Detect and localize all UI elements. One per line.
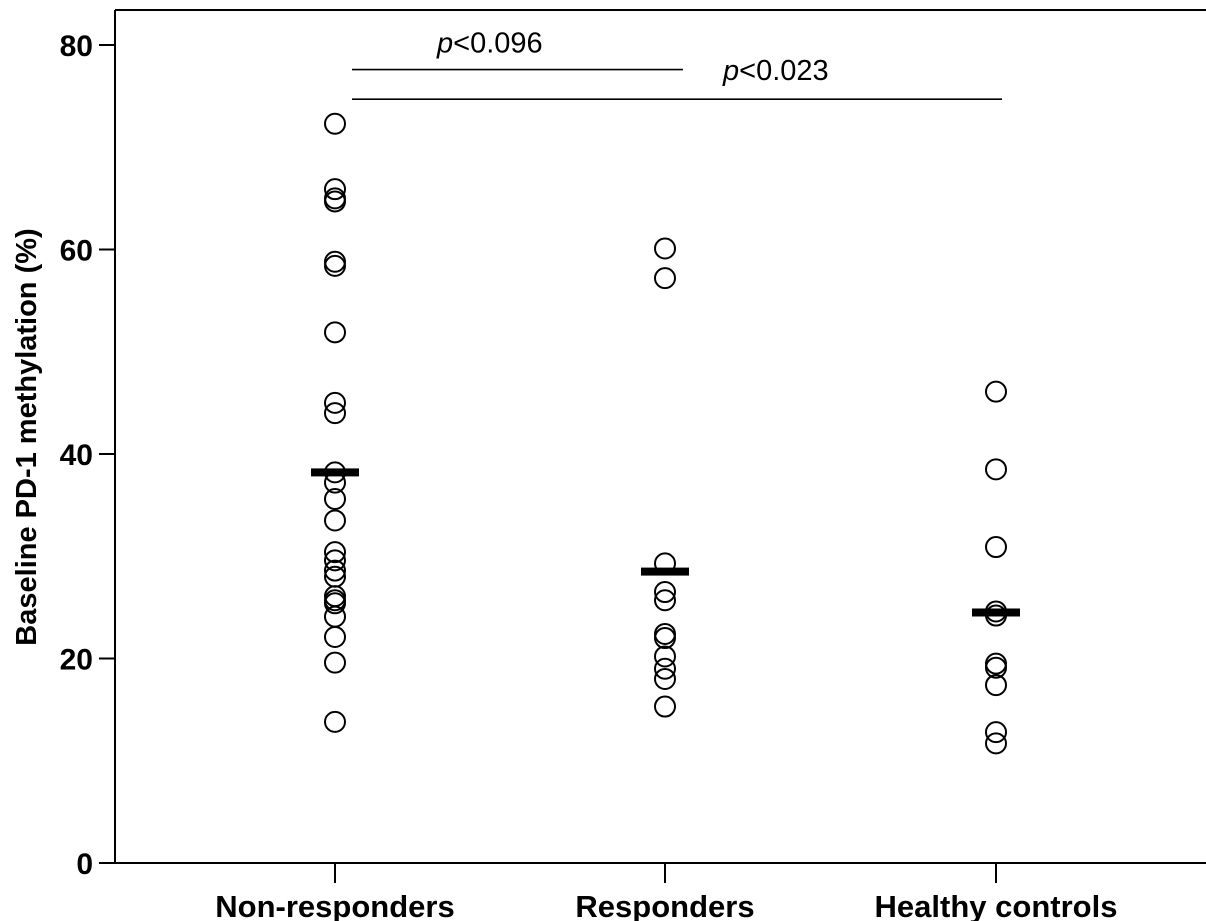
data-point (324, 112, 346, 135)
median-line (972, 608, 1020, 617)
data-point (654, 589, 676, 612)
data-point (324, 651, 346, 674)
data-point (985, 674, 1007, 697)
median-lines (311, 468, 1020, 617)
data-point (324, 487, 346, 510)
data-point (324, 250, 346, 273)
y-tick-label: 0 (76, 848, 93, 881)
y-tick-label: 20 (60, 644, 93, 677)
x-tick-label: Non-responders (215, 889, 454, 921)
data-point (654, 627, 676, 650)
median-line (311, 468, 359, 477)
y-tick-label: 60 (60, 235, 93, 268)
y-axis-ticks: 0 20 40 60 80 (60, 30, 115, 881)
data-point (324, 254, 346, 277)
data-point (654, 695, 676, 718)
data-point (324, 710, 346, 733)
y-axis-label: Baseline PD-1 methylation (%) (11, 228, 43, 645)
x-tick-label: Healthy controls (875, 889, 1118, 921)
data-point (985, 652, 1007, 675)
data-point (654, 622, 676, 645)
p-value-label: p<0.023 (722, 55, 829, 87)
data-point (324, 549, 346, 572)
x-axis-ticks: Non-responders Responders Healthy controls (215, 863, 1117, 921)
data-points (324, 112, 1007, 755)
data-point (324, 321, 346, 344)
p-value-label: p<0.096 (436, 28, 543, 60)
data-point (324, 592, 346, 615)
data-point (654, 667, 676, 690)
x-tick-label: Responders (575, 889, 754, 921)
data-point (324, 178, 346, 201)
data-point (985, 458, 1007, 481)
data-point (985, 732, 1007, 755)
data-point (985, 656, 1007, 679)
significance-annotations: p<0.096 p<0.023 (352, 28, 1002, 100)
data-point (324, 391, 346, 414)
median-line (641, 567, 689, 576)
data-point (324, 559, 346, 582)
data-point (985, 721, 1007, 744)
data-point (324, 402, 346, 425)
data-point (324, 190, 346, 213)
data-point (654, 237, 676, 260)
data-point (654, 645, 676, 668)
data-point (985, 536, 1007, 559)
data-point (654, 581, 676, 604)
y-tick-label: 40 (60, 439, 93, 472)
y-tick-label: 80 (60, 30, 93, 63)
axes (114, 9, 1206, 864)
data-point (654, 657, 676, 680)
data-point (324, 509, 346, 532)
data-point (324, 626, 346, 649)
data-point (324, 541, 346, 564)
data-point (985, 380, 1007, 403)
data-point (654, 267, 676, 290)
